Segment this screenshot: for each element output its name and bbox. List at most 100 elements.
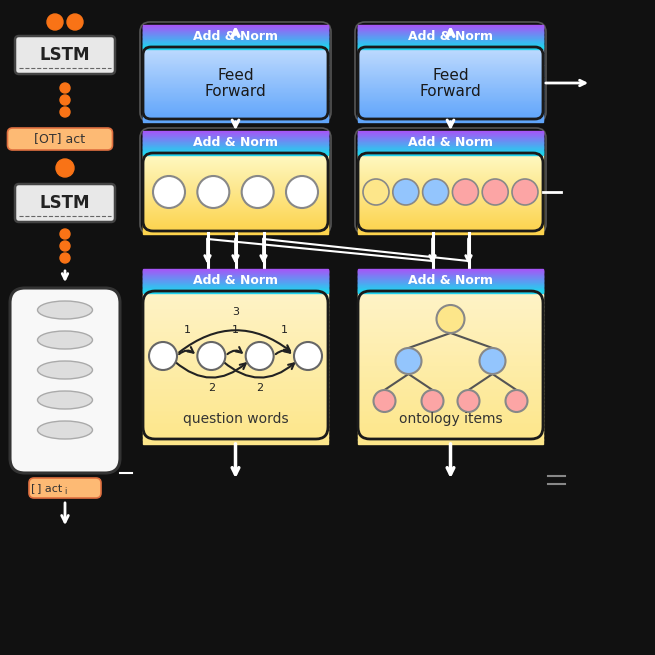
Circle shape [479, 348, 506, 374]
Bar [358, 110, 543, 113]
Bar [143, 41, 328, 43]
Circle shape [506, 390, 527, 412]
Bar [143, 137, 328, 139]
Bar [143, 379, 328, 383]
Bar [143, 348, 328, 352]
Bar [358, 273, 543, 274]
Bar [143, 147, 328, 149]
Circle shape [512, 179, 538, 205]
Bar [143, 149, 328, 151]
Bar [358, 47, 543, 50]
Bar [358, 371, 543, 375]
Bar [358, 286, 543, 288]
Bar [358, 201, 543, 204]
Bar [358, 36, 543, 38]
Bar [358, 187, 543, 190]
Text: LSTM: LSTM [40, 46, 90, 64]
Bar [358, 219, 543, 222]
Bar [143, 314, 328, 318]
Bar [143, 132, 328, 133]
Bar [358, 43, 543, 45]
Text: Feed: Feed [217, 67, 254, 83]
Bar [143, 274, 328, 275]
Bar [358, 282, 543, 284]
Bar [358, 269, 543, 271]
Bar [358, 217, 543, 220]
Bar [143, 179, 328, 182]
Bar [143, 229, 328, 232]
FancyBboxPatch shape [29, 478, 101, 498]
Bar [143, 146, 328, 148]
Bar [358, 274, 543, 276]
Bar [358, 136, 543, 138]
Text: 1: 1 [183, 325, 191, 335]
Bar [143, 288, 328, 289]
Bar [358, 50, 543, 54]
Bar [143, 409, 328, 413]
Bar [358, 41, 543, 43]
Bar [143, 149, 328, 150]
Bar [358, 28, 543, 30]
Bar [143, 177, 328, 180]
Bar [358, 111, 543, 115]
Bar [358, 40, 543, 42]
Circle shape [436, 305, 464, 333]
Bar [143, 62, 328, 65]
Bar [143, 197, 328, 200]
Bar [358, 394, 543, 398]
Text: [: [ [31, 483, 35, 493]
Bar [143, 280, 328, 282]
Bar [358, 79, 543, 81]
Bar [143, 175, 328, 178]
Bar [358, 280, 543, 281]
Circle shape [422, 179, 449, 205]
Bar [358, 143, 543, 144]
Bar [358, 133, 543, 134]
Bar [358, 33, 543, 35]
Bar [143, 306, 328, 311]
Bar [143, 46, 328, 47]
Bar [143, 325, 328, 330]
Bar [143, 282, 328, 284]
Bar [143, 401, 328, 405]
Bar [358, 56, 543, 59]
Bar [358, 279, 543, 281]
Bar [143, 137, 328, 138]
Text: ] act: ] act [37, 483, 62, 493]
Bar [358, 333, 543, 337]
Bar [143, 333, 328, 337]
Bar [358, 386, 543, 390]
Bar [143, 77, 328, 79]
Bar [358, 177, 543, 180]
Bar [358, 213, 543, 216]
Bar [143, 104, 328, 107]
Bar [358, 277, 543, 278]
Bar [358, 151, 543, 153]
Bar [143, 90, 328, 92]
Bar [143, 28, 328, 29]
Bar [143, 290, 328, 292]
Bar [358, 43, 543, 44]
Bar [143, 45, 328, 47]
Circle shape [153, 176, 185, 208]
Bar [358, 30, 543, 31]
Bar [358, 38, 543, 39]
Bar [143, 52, 328, 55]
Bar [143, 278, 328, 280]
Bar [143, 80, 328, 83]
Bar [143, 290, 328, 291]
Bar [143, 138, 328, 140]
Bar [358, 66, 543, 68]
Bar [358, 88, 543, 90]
Bar [143, 108, 328, 111]
Bar [358, 280, 543, 282]
Bar [143, 363, 328, 368]
Bar [358, 325, 543, 330]
Bar [358, 44, 543, 46]
Bar [358, 197, 543, 200]
Bar [143, 424, 328, 428]
Circle shape [396, 348, 422, 374]
Bar [143, 47, 328, 48]
Bar [143, 360, 328, 364]
Bar [358, 203, 543, 206]
